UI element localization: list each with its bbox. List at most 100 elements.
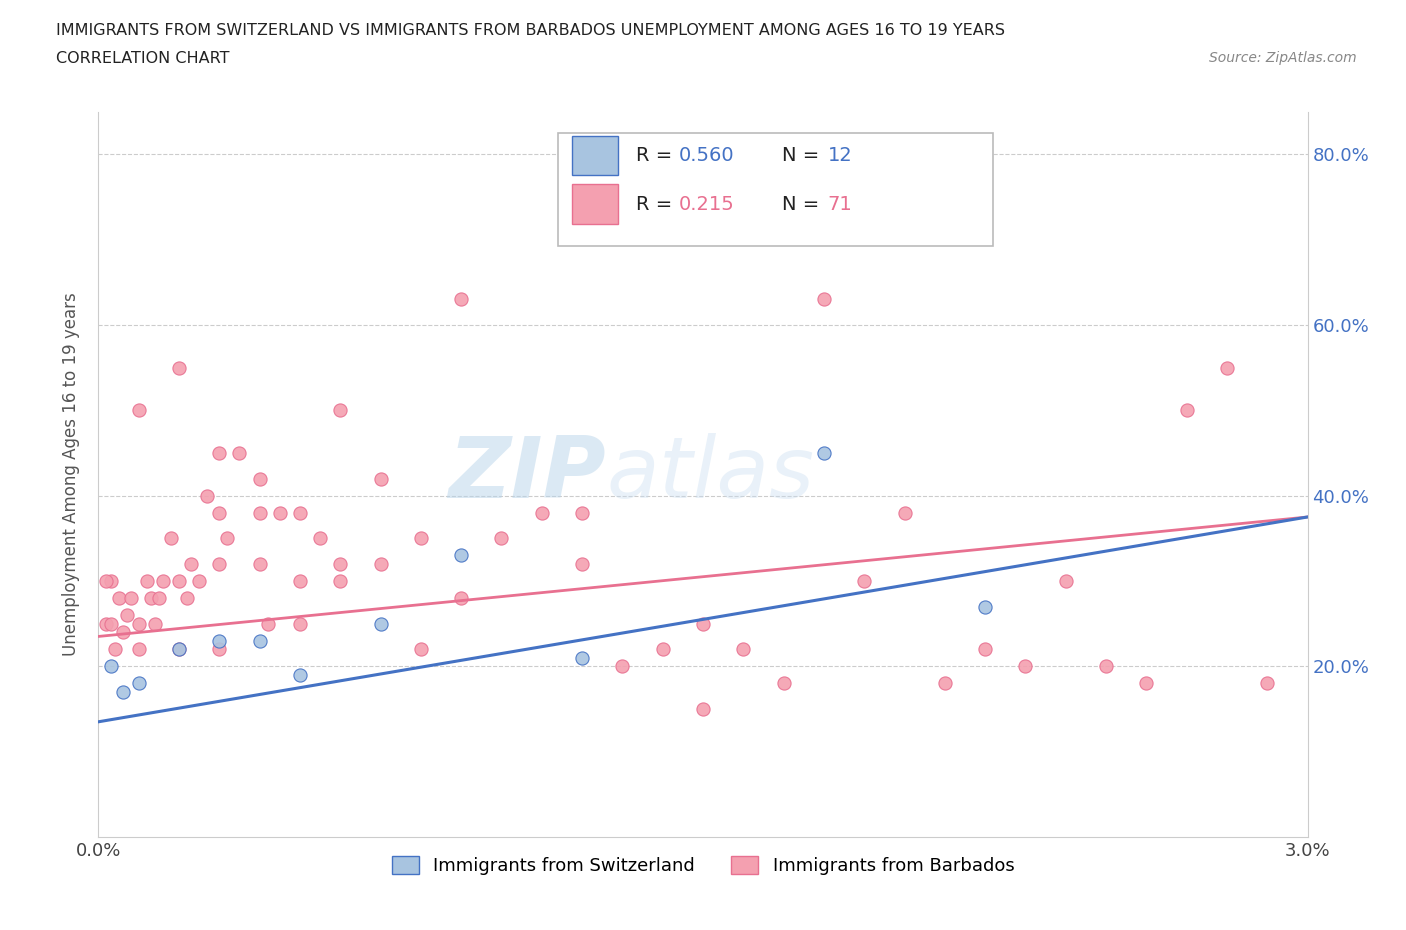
Point bbox=[256, 617, 278, 631]
Point bbox=[692, 701, 714, 716]
Point bbox=[309, 531, 332, 546]
Point bbox=[409, 642, 432, 657]
Point bbox=[269, 505, 291, 520]
Bar bbox=[572, 184, 619, 224]
Point bbox=[1095, 658, 1118, 673]
FancyBboxPatch shape bbox=[558, 133, 993, 246]
Point bbox=[288, 668, 311, 683]
Point bbox=[167, 642, 190, 657]
Text: 12: 12 bbox=[828, 146, 852, 165]
Point bbox=[128, 403, 150, 418]
Point bbox=[208, 642, 231, 657]
Y-axis label: Unemployment Among Ages 16 to 19 years: Unemployment Among Ages 16 to 19 years bbox=[62, 292, 80, 657]
Bar bbox=[572, 136, 619, 176]
Point bbox=[491, 531, 513, 546]
Point bbox=[772, 676, 794, 691]
Text: R =: R = bbox=[637, 194, 685, 214]
Text: CORRELATION CHART: CORRELATION CHART bbox=[56, 51, 229, 66]
Point bbox=[111, 625, 134, 640]
Point bbox=[1135, 676, 1157, 691]
Point bbox=[103, 642, 125, 657]
Point bbox=[208, 505, 231, 520]
Point bbox=[135, 574, 157, 589]
Point bbox=[813, 445, 835, 460]
Point bbox=[651, 642, 673, 657]
Point bbox=[329, 556, 352, 571]
Point bbox=[249, 472, 271, 486]
Point bbox=[107, 591, 129, 605]
Point bbox=[100, 617, 122, 631]
Point bbox=[128, 642, 150, 657]
Point bbox=[228, 445, 250, 460]
Point bbox=[329, 574, 352, 589]
Point bbox=[139, 591, 162, 605]
Point bbox=[180, 556, 202, 571]
Point bbox=[612, 658, 634, 673]
Point bbox=[115, 607, 138, 622]
Point bbox=[120, 591, 142, 605]
Point bbox=[974, 599, 997, 614]
Point bbox=[249, 556, 271, 571]
Point bbox=[249, 505, 271, 520]
Point bbox=[217, 531, 239, 546]
Point bbox=[370, 556, 392, 571]
Text: Source: ZipAtlas.com: Source: ZipAtlas.com bbox=[1209, 51, 1357, 65]
Point bbox=[208, 633, 231, 648]
Point bbox=[128, 617, 150, 631]
Point bbox=[152, 574, 174, 589]
Point bbox=[208, 445, 231, 460]
Point bbox=[143, 617, 166, 631]
Point bbox=[571, 650, 593, 665]
Text: ZIP: ZIP bbox=[449, 432, 606, 516]
Legend: Immigrants from Switzerland, Immigrants from Barbados: Immigrants from Switzerland, Immigrants … bbox=[384, 848, 1022, 883]
Point bbox=[288, 617, 311, 631]
Text: IMMIGRANTS FROM SWITZERLAND VS IMMIGRANTS FROM BARBADOS UNEMPLOYMENT AMONG AGES : IMMIGRANTS FROM SWITZERLAND VS IMMIGRANT… bbox=[56, 23, 1005, 38]
Point bbox=[813, 292, 835, 307]
Point bbox=[1175, 403, 1198, 418]
Point bbox=[167, 642, 190, 657]
Text: R =: R = bbox=[637, 146, 679, 165]
Point bbox=[288, 505, 311, 520]
Point bbox=[1256, 676, 1278, 691]
Point bbox=[530, 505, 553, 520]
Point bbox=[128, 676, 150, 691]
Point bbox=[100, 574, 122, 589]
Point bbox=[370, 617, 392, 631]
Text: 0.215: 0.215 bbox=[679, 194, 734, 214]
Point bbox=[370, 472, 392, 486]
Point bbox=[974, 642, 997, 657]
Text: N =: N = bbox=[782, 194, 825, 214]
Point bbox=[1054, 574, 1077, 589]
Point bbox=[167, 360, 190, 375]
Point bbox=[733, 642, 755, 657]
Point bbox=[450, 548, 472, 563]
Point bbox=[176, 591, 198, 605]
Point bbox=[96, 617, 118, 631]
Point bbox=[1216, 360, 1239, 375]
Point bbox=[692, 617, 714, 631]
Point bbox=[571, 505, 593, 520]
Point bbox=[100, 658, 122, 673]
Text: 0.560: 0.560 bbox=[679, 146, 734, 165]
Text: N =: N = bbox=[782, 146, 825, 165]
Point bbox=[853, 574, 876, 589]
Point bbox=[329, 403, 352, 418]
Point bbox=[111, 684, 134, 699]
Point bbox=[249, 633, 271, 648]
Point bbox=[160, 531, 183, 546]
Point bbox=[96, 574, 118, 589]
Point bbox=[571, 556, 593, 571]
Point bbox=[148, 591, 170, 605]
Point bbox=[934, 676, 956, 691]
Point bbox=[450, 292, 472, 307]
Point bbox=[167, 574, 190, 589]
Point bbox=[450, 591, 472, 605]
Text: atlas: atlas bbox=[606, 432, 814, 516]
Point bbox=[188, 574, 211, 589]
Text: 71: 71 bbox=[828, 194, 852, 214]
Point bbox=[1014, 658, 1036, 673]
Point bbox=[208, 556, 231, 571]
Point bbox=[893, 505, 915, 520]
Point bbox=[409, 531, 432, 546]
Point bbox=[288, 574, 311, 589]
